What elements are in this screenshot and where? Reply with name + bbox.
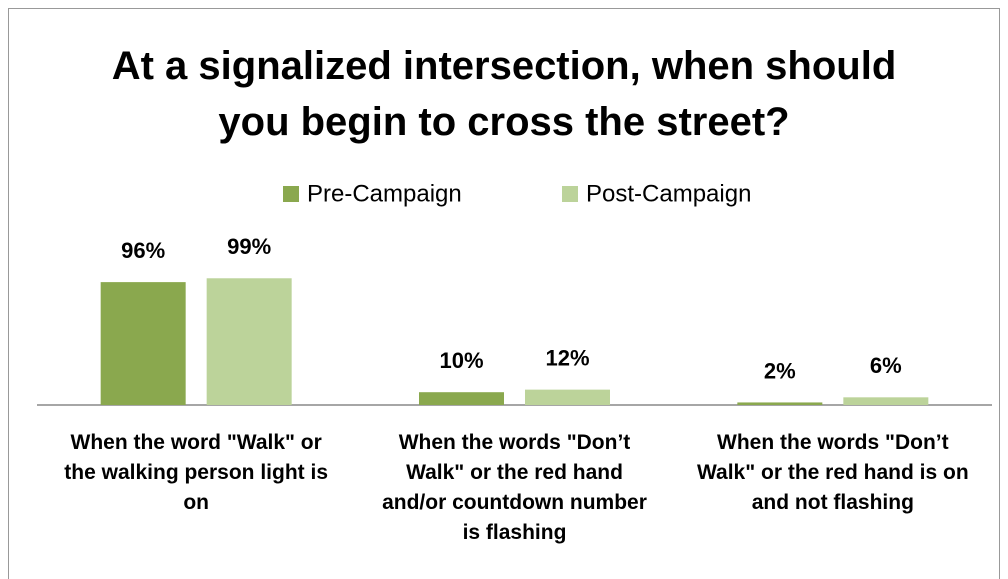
bar (525, 389, 610, 405)
data-label: 12% (545, 345, 589, 370)
x-tick-label: When the word "Walk" or the walking pers… (64, 431, 328, 514)
bar (419, 392, 504, 405)
bar (100, 282, 186, 405)
legend-swatch (283, 186, 299, 202)
legend-label: Pre-Campaign (307, 180, 462, 207)
legend-label: Post-Campaign (586, 180, 751, 207)
frame (8, 8, 1000, 579)
data-label: 10% (439, 348, 483, 373)
bar (737, 402, 823, 405)
data-label: 96% (121, 238, 165, 263)
bar (843, 397, 929, 405)
bar (206, 278, 292, 405)
x-tick-label: When the words "Don’t Walk" or the red h… (696, 431, 969, 514)
data-label: 99% (227, 234, 271, 259)
legend-swatch (562, 186, 578, 202)
data-label: 6% (870, 353, 902, 378)
chart-title: At a signalized intersection, when shoul… (111, 44, 897, 144)
data-label: 2% (764, 358, 796, 383)
x-tick-label: When the words "Don’t Walk" or the red h… (382, 431, 647, 544)
